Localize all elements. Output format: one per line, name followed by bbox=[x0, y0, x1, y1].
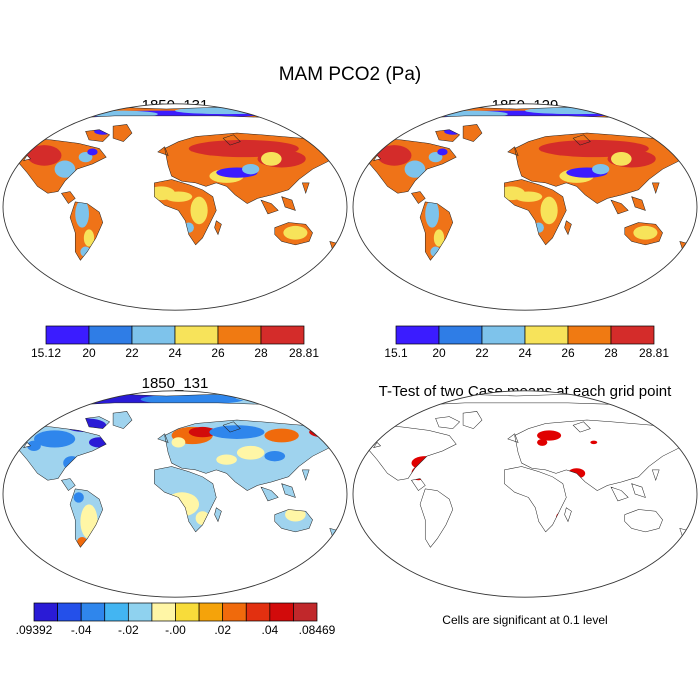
colorbar-swatch bbox=[481, 325, 526, 345]
colorbar-swatch bbox=[567, 325, 612, 345]
colorbar-tick-label: -.00 bbox=[165, 623, 186, 637]
colorbar-tick-label: .08469 bbox=[299, 623, 336, 637]
colorbar-tick-label: 24 bbox=[168, 346, 182, 360]
colorbar-1850-131: 15.12 20 22 24 26 28 28.81 bbox=[31, 325, 319, 360]
colorbar-tick-label: 20 bbox=[82, 346, 96, 360]
colorbar-tick-label: .02 bbox=[214, 623, 231, 637]
figure-title: MAM PCO2 (Pa) bbox=[278, 64, 422, 85]
colorbar-swatch bbox=[175, 602, 200, 622]
colorbar-swatch bbox=[104, 602, 129, 622]
map-frame bbox=[352, 390, 698, 598]
colorbar-tick-label: 28.81 bbox=[639, 346, 669, 360]
colorbar-tick-label: 24 bbox=[518, 346, 532, 360]
colorbar-swatch bbox=[217, 325, 262, 345]
map-difference bbox=[2, 390, 348, 598]
colorbar-swatch bbox=[198, 602, 224, 622]
map-frame bbox=[2, 390, 348, 598]
colorbar-tick-label: 15.12 bbox=[31, 346, 61, 360]
colorbar-tick-label: -.02 bbox=[118, 623, 139, 637]
colorbar-tick-label: 28 bbox=[254, 346, 268, 360]
colorbar-swatch bbox=[88, 325, 133, 345]
colorbar-tick-label: 22 bbox=[475, 346, 489, 360]
colorbar-swatch bbox=[269, 602, 294, 622]
colorbar-swatch bbox=[174, 325, 219, 345]
colorbar-tick-label: 15.1 bbox=[384, 346, 408, 360]
colorbar-difference: .09392 -.04 -.02 -.00 .02 .04 .08469 bbox=[16, 602, 336, 637]
map-1850-131 bbox=[2, 103, 348, 311]
map-ttest bbox=[352, 390, 698, 598]
colorbar-tick-label: .04 bbox=[261, 623, 278, 637]
panel-title-line1: 1850_131 bbox=[141, 375, 209, 392]
colorbar-swatch bbox=[33, 602, 58, 622]
colorbar-tick-label: 22 bbox=[125, 346, 139, 360]
colorbar-swatch bbox=[131, 325, 176, 345]
colorbar-swatch bbox=[293, 602, 318, 622]
colorbar-swatch bbox=[395, 325, 440, 345]
colorbar-swatch bbox=[438, 325, 483, 345]
colorbar-tick-label: 26 bbox=[211, 346, 225, 360]
colorbar-swatch bbox=[57, 602, 82, 622]
colorbar-swatch bbox=[524, 325, 569, 345]
colorbar-tick-label: 28 bbox=[604, 346, 618, 360]
colorbar-swatch bbox=[245, 602, 271, 622]
colorbar-swatch bbox=[80, 602, 106, 622]
colorbar-swatch bbox=[260, 325, 305, 345]
colorbar-1850-129: 15.1 20 22 24 26 28 28.81 bbox=[384, 325, 669, 360]
colorbar-tick-label: .09392 bbox=[16, 623, 53, 637]
colorbar-swatch bbox=[127, 602, 153, 622]
colorbar-swatch bbox=[222, 602, 247, 622]
colorbar-tick-label: 20 bbox=[432, 346, 446, 360]
map-1850-129 bbox=[352, 103, 698, 311]
colorbar-tick-label: 28.81 bbox=[289, 346, 319, 360]
colorbar-swatch bbox=[151, 602, 176, 622]
colorbar-tick-label: -.04 bbox=[71, 623, 92, 637]
colorbar-swatch bbox=[610, 325, 655, 345]
significance-note: Cells are significant at 0.1 level bbox=[442, 613, 608, 627]
colorbar-swatch bbox=[45, 325, 90, 345]
colorbar-tick-label: 26 bbox=[561, 346, 575, 360]
